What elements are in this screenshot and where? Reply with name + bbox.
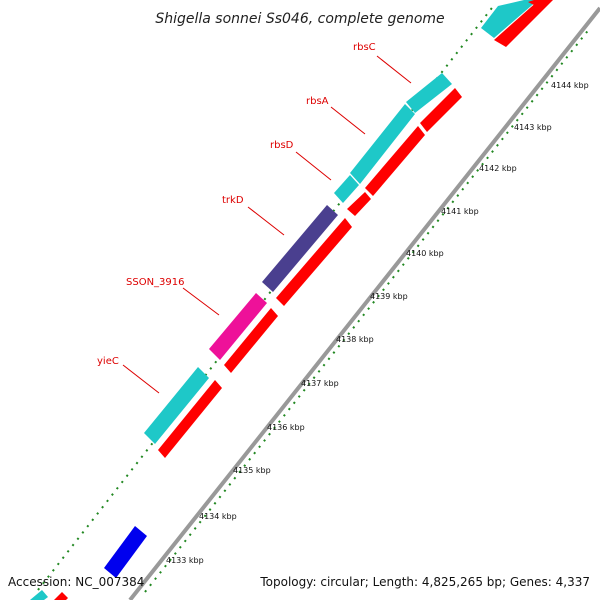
cds-SSON_3916 [224, 308, 278, 373]
tick-label-4142: 4142 kbp [479, 164, 517, 173]
gene-label-rbsA: rbsA [306, 96, 329, 107]
tick-label-4137: 4137 kbp [301, 379, 339, 388]
gene-rbsD [334, 175, 359, 203]
callout-lines [122, 55, 412, 394]
tick-label-4143: 4143 kbp [514, 123, 552, 132]
cropped-cds-bottom [54, 592, 68, 600]
tick-label-4140: 4140 kbp [406, 249, 444, 258]
tick-label-4136: 4136 kbp [267, 423, 305, 432]
tick-label-4134: 4134 kbp [199, 512, 237, 521]
tick-label-4144: 4144 kbp [551, 81, 589, 90]
gene-trkD [262, 205, 338, 292]
accession-text: Accession: NC_007384 [8, 575, 144, 589]
tick-label-4139: 4139 kbp [370, 292, 408, 301]
cds-rbsA [365, 126, 425, 196]
tick-label-4133: 4133 kbp [166, 556, 204, 565]
gene-label-rbsD: rbsD [270, 140, 294, 151]
genome-backbone [128, 6, 600, 600]
gene-rbsC [406, 73, 452, 113]
cropped-gene-top [481, 0, 538, 38]
gene-yieC [144, 367, 209, 444]
cds-yieC [158, 380, 222, 458]
tick-label-4141: 4141 kbp [441, 207, 479, 216]
gene-label-yieC: yieC [97, 356, 119, 367]
gene-blue [104, 526, 147, 578]
cds-rbsC [420, 88, 462, 132]
cds-rbsD [347, 192, 371, 216]
map-title: Shigella sonnei Ss046, complete genome [155, 11, 444, 27]
genome-summary-text: Topology: circular; Length: 4,825,265 bp… [259, 575, 590, 589]
gene-label-SSON_3916: SSON_3916 [126, 277, 185, 288]
tick-label-4138: 4138 kbp [336, 335, 374, 344]
gene-label-trkD: trkD [222, 195, 244, 206]
cds-trkD [276, 218, 352, 306]
gene-rbsA [350, 104, 415, 184]
tick-label-4135: 4135 kbp [233, 466, 271, 475]
gene-SSON_3916 [209, 293, 267, 360]
gene-label-rbsC: rbsC [353, 42, 376, 53]
cropped-cds-top-2 [528, 0, 548, 8]
cropped-cds-top [494, 0, 553, 47]
cropped-gene-bottom [30, 590, 48, 600]
